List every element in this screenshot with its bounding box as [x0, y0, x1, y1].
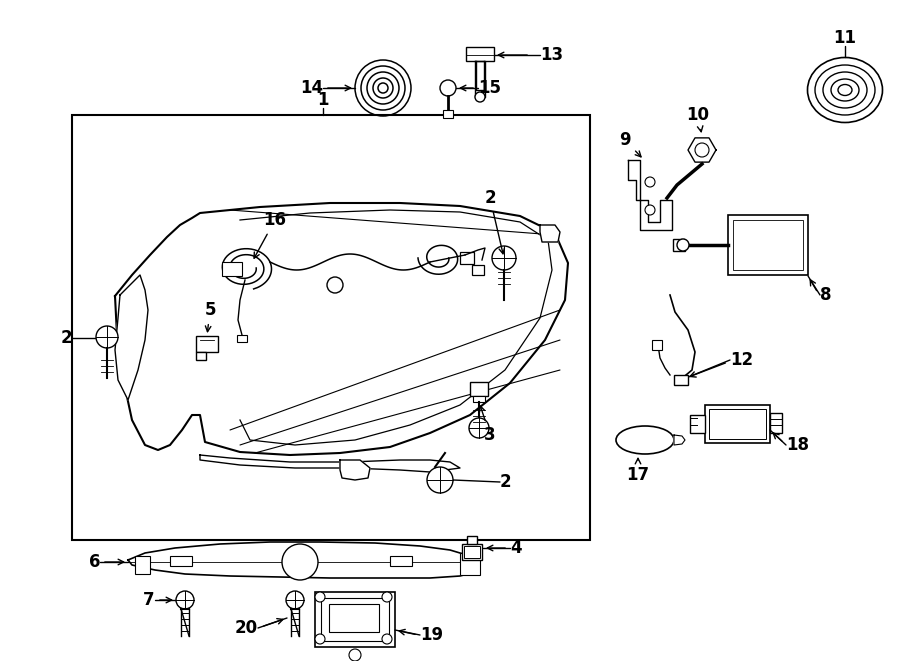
Text: 14: 14 [300, 79, 323, 97]
Bar [733, 220, 803, 270]
Circle shape [427, 467, 453, 493]
Bar [472, 265, 484, 275]
Bar [470, 382, 488, 396]
Polygon shape [128, 542, 478, 578]
Bar [770, 413, 782, 433]
Polygon shape [674, 435, 685, 445]
Bar [728, 215, 808, 275]
Text: 13: 13 [540, 46, 563, 64]
Bar [72, 115, 590, 540]
Bar [237, 335, 247, 342]
Ellipse shape [823, 72, 867, 108]
Text: 17: 17 [626, 458, 650, 484]
Polygon shape [340, 460, 370, 480]
Text: 2: 2 [500, 473, 511, 491]
Bar [170, 556, 192, 566]
Circle shape [469, 418, 489, 438]
Bar [473, 396, 485, 402]
Circle shape [382, 634, 392, 644]
Circle shape [677, 239, 689, 251]
Polygon shape [688, 138, 716, 162]
Bar [196, 352, 206, 360]
Text: 8: 8 [820, 286, 832, 304]
Ellipse shape [807, 58, 883, 122]
Circle shape [315, 592, 325, 602]
Text: 20: 20 [235, 619, 258, 637]
Polygon shape [115, 275, 148, 400]
Bar [321, 598, 389, 641]
Bar [690, 415, 705, 433]
Bar [705, 405, 770, 443]
Text: 16: 16 [254, 211, 286, 258]
Circle shape [645, 205, 655, 215]
Circle shape [96, 326, 118, 348]
Ellipse shape [616, 426, 674, 454]
Text: 19: 19 [420, 626, 443, 644]
Circle shape [327, 277, 343, 293]
Ellipse shape [838, 85, 852, 95]
Bar [443, 110, 453, 118]
Bar [135, 556, 150, 574]
Text: 9: 9 [619, 131, 641, 157]
Text: 1: 1 [317, 91, 328, 109]
Circle shape [349, 649, 361, 661]
Text: 18: 18 [786, 436, 809, 454]
Bar [466, 47, 494, 61]
Bar [673, 239, 685, 251]
Text: 5: 5 [204, 301, 216, 332]
Bar [460, 553, 480, 575]
Circle shape [176, 591, 194, 609]
Bar [467, 536, 477, 544]
Circle shape [440, 80, 456, 96]
Text: 10: 10 [687, 106, 709, 132]
Polygon shape [628, 160, 672, 230]
Text: 12: 12 [730, 351, 753, 369]
Polygon shape [475, 61, 485, 97]
Text: 2: 2 [484, 189, 505, 254]
Polygon shape [200, 455, 460, 472]
Polygon shape [540, 225, 560, 242]
Text: 7: 7 [143, 591, 155, 609]
Circle shape [475, 92, 485, 102]
Circle shape [286, 591, 304, 609]
Ellipse shape [815, 65, 875, 115]
Text: 6: 6 [88, 553, 100, 571]
Bar [674, 375, 688, 385]
Bar [464, 546, 480, 558]
Bar [329, 604, 379, 632]
Bar [196, 336, 218, 352]
Text: 4: 4 [510, 539, 522, 557]
Text: 3: 3 [480, 406, 496, 444]
Bar [652, 340, 662, 350]
Text: 15: 15 [478, 79, 501, 97]
Bar [390, 556, 412, 566]
Text: 2: 2 [60, 329, 72, 347]
Bar [709, 409, 766, 439]
Circle shape [382, 592, 392, 602]
Bar [315, 592, 395, 647]
Bar [462, 544, 482, 560]
Text: 11: 11 [833, 29, 857, 47]
Circle shape [282, 544, 318, 580]
Bar [460, 252, 474, 264]
Circle shape [492, 246, 516, 270]
Circle shape [695, 143, 709, 157]
Circle shape [645, 177, 655, 187]
Circle shape [315, 634, 325, 644]
Bar [222, 262, 242, 276]
Ellipse shape [831, 79, 859, 101]
Polygon shape [115, 203, 568, 455]
